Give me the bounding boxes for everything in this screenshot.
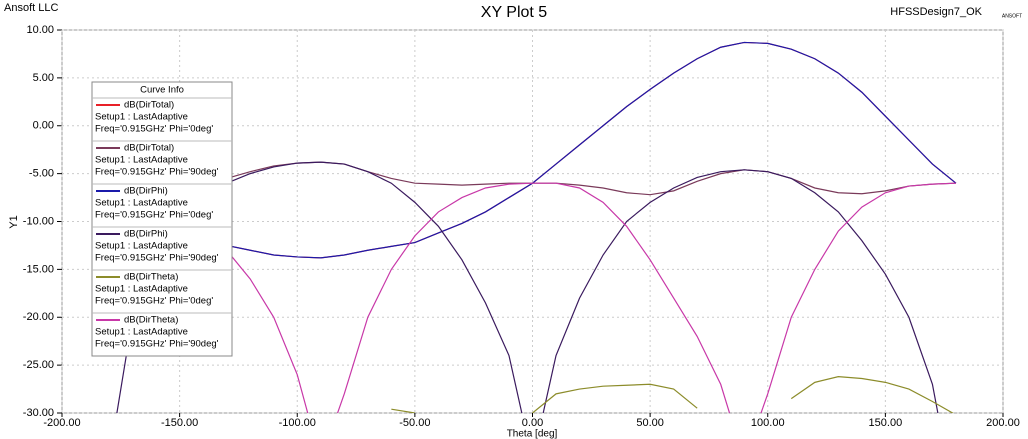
legend-name: dB(DirPhi) — [124, 186, 168, 197]
legend-freq: Freq='0.915GHz' Phi='90deg' — [95, 339, 219, 350]
legend-setup: Setup1 : LastAdaptive — [95, 241, 188, 252]
series-line — [116, 161, 939, 413]
legend-name: dB(DirTotal) — [124, 143, 174, 154]
x-tick-label: -50.00 — [399, 417, 430, 429]
legend-name: dB(DirPhi) — [124, 229, 168, 240]
legend-freq: Freq='0.915GHz' Phi='0deg' — [95, 210, 213, 221]
x-tick-label: 0.00 — [522, 417, 543, 429]
x-tick-label: 50.00 — [636, 417, 664, 429]
series-line — [108, 182, 956, 413]
x-axis-label: Theta [deg] — [507, 429, 558, 439]
y-tick-label: 0.00 — [33, 120, 54, 132]
x-tick-label: 150.00 — [869, 417, 903, 429]
logo: ANSOFT — [1002, 13, 1022, 19]
legend-box — [91, 81, 233, 357]
legend-setup: Setup1 : LastAdaptive — [95, 284, 188, 295]
x-tick-label: -200.00 — [43, 417, 80, 429]
y-axis-label: Y1 — [8, 215, 20, 228]
legend-freq: Freq='0.915GHz' Phi='90deg' — [95, 253, 219, 264]
legend-setup: Setup1 : LastAdaptive — [95, 112, 188, 123]
legend-title: Curve Info — [140, 85, 184, 96]
legend-name: dB(DirTotal) — [124, 100, 174, 111]
legend-freq: Freq='0.915GHz' Phi='0deg' — [95, 296, 213, 307]
legend-name: dB(DirTheta) — [124, 315, 178, 326]
y-tick-label: 10.00 — [26, 24, 54, 36]
y-tick-label: -20.00 — [23, 311, 54, 323]
legend-freq: Freq='0.915GHz' Phi='90deg' — [95, 167, 219, 178]
legend-name: dB(DirTheta) — [124, 272, 178, 283]
x-tick-label: -150.00 — [161, 417, 198, 429]
x-tick-label: 200.00 — [986, 417, 1020, 429]
series-line — [391, 376, 954, 413]
lines — [108, 41, 957, 413]
x-tick-label: -100.00 — [279, 417, 316, 429]
y-tick-label: -15.00 — [23, 263, 54, 275]
y-tick-label: -5.00 — [29, 168, 54, 180]
chart-title: XY Plot 5 — [481, 4, 548, 21]
company: Ansoft LLC — [4, 2, 58, 14]
legend-setup: Setup1 : LastAdaptive — [95, 198, 188, 209]
design-name: HFSSDesign7_OK — [890, 6, 982, 18]
y-tick-label: -30.00 — [23, 407, 54, 419]
y-tick-label: -25.00 — [23, 359, 54, 371]
legend-setup: Setup1 : LastAdaptive — [95, 327, 188, 338]
y-tick-label: -10.00 — [23, 215, 54, 227]
y-tick-label: 5.00 — [33, 72, 54, 84]
legend-setup: Setup1 : LastAdaptive — [95, 155, 188, 166]
x-tick-label: 100.00 — [751, 417, 785, 429]
legend-freq: Freq='0.915GHz' Phi='0deg' — [95, 124, 213, 135]
